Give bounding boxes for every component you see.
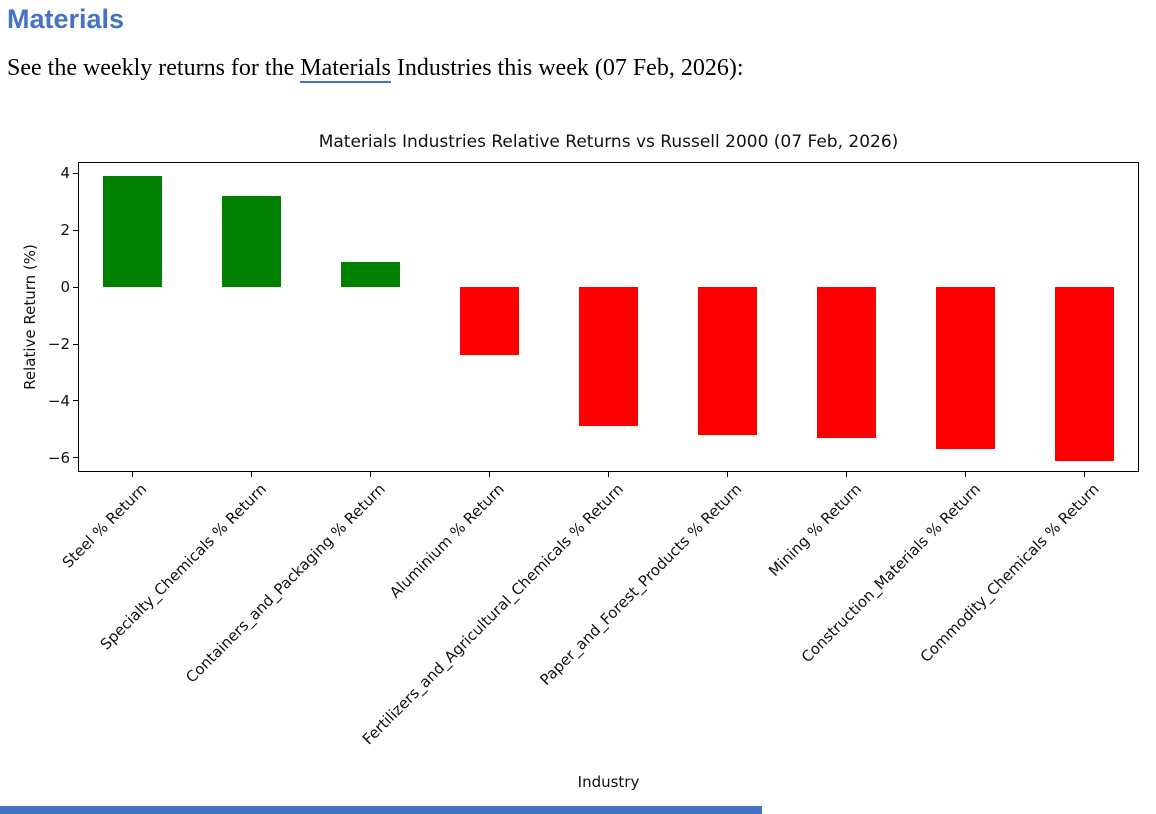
- bar: [935, 287, 995, 450]
- bar: [102, 176, 162, 288]
- x-tick-label: Steel % Return: [59, 480, 151, 572]
- x-tick-label: Paper_and_Forest_Products % Return: [536, 480, 746, 690]
- intro-paragraph: See the weekly returns for the Materials…: [7, 55, 744, 83]
- x-tick-mark: [131, 472, 133, 477]
- x-tick-mark: [964, 472, 966, 477]
- x-tick-label: Fertilizers_and_Agricultural_Chemicals %…: [358, 480, 627, 749]
- x-tick-mark: [369, 472, 371, 477]
- y-axis-label: Relative Return (%): [21, 244, 39, 390]
- y-tick-label: 4: [60, 164, 70, 183]
- y-tick-label: 0: [60, 278, 70, 297]
- bar: [221, 196, 281, 288]
- x-tick-mark: [488, 472, 490, 477]
- y-tick-mark: [73, 457, 78, 459]
- y-tick-label: −6: [47, 448, 70, 467]
- bar: [816, 287, 876, 438]
- bottom-scrollbar-thumb[interactable]: [0, 806, 762, 814]
- bar-chart: Materials Industries Relative Returns vs…: [0, 130, 1156, 800]
- x-tick-label: Containers_and_Packaging % Return: [182, 480, 389, 687]
- x-tick-mark: [250, 472, 252, 477]
- x-axis-label: Industry: [577, 773, 640, 791]
- y-tick-mark: [73, 172, 78, 174]
- intro-text-suffix: Industries this week (07 Feb, 2026):: [390, 55, 744, 81]
- x-tick-label: Aluminium % Return: [386, 480, 508, 602]
- bar: [578, 287, 638, 427]
- page-title: Materials: [7, 4, 125, 34]
- x-tick-mark: [845, 472, 847, 477]
- chart-title: Materials Industries Relative Returns vs…: [318, 132, 899, 152]
- y-tick-mark: [73, 400, 78, 402]
- bar: [697, 287, 757, 435]
- bar: [340, 261, 400, 288]
- y-tick-mark: [73, 343, 78, 345]
- bar: [459, 287, 519, 356]
- y-tick-label: −2: [47, 335, 70, 354]
- materials-link[interactable]: Materials: [300, 55, 391, 83]
- y-tick-mark: [73, 229, 78, 231]
- intro-text-prefix: See the weekly returns for the: [7, 55, 301, 81]
- x-tick-mark: [1083, 472, 1085, 477]
- y-tick-label: 2: [60, 221, 70, 240]
- x-tick-label: Mining % Return: [764, 480, 865, 580]
- bar: [1054, 287, 1114, 461]
- x-tick-mark: [726, 472, 728, 477]
- x-tick-mark: [607, 472, 609, 477]
- y-tick-mark: [73, 286, 78, 288]
- y-tick-label: −4: [47, 391, 70, 410]
